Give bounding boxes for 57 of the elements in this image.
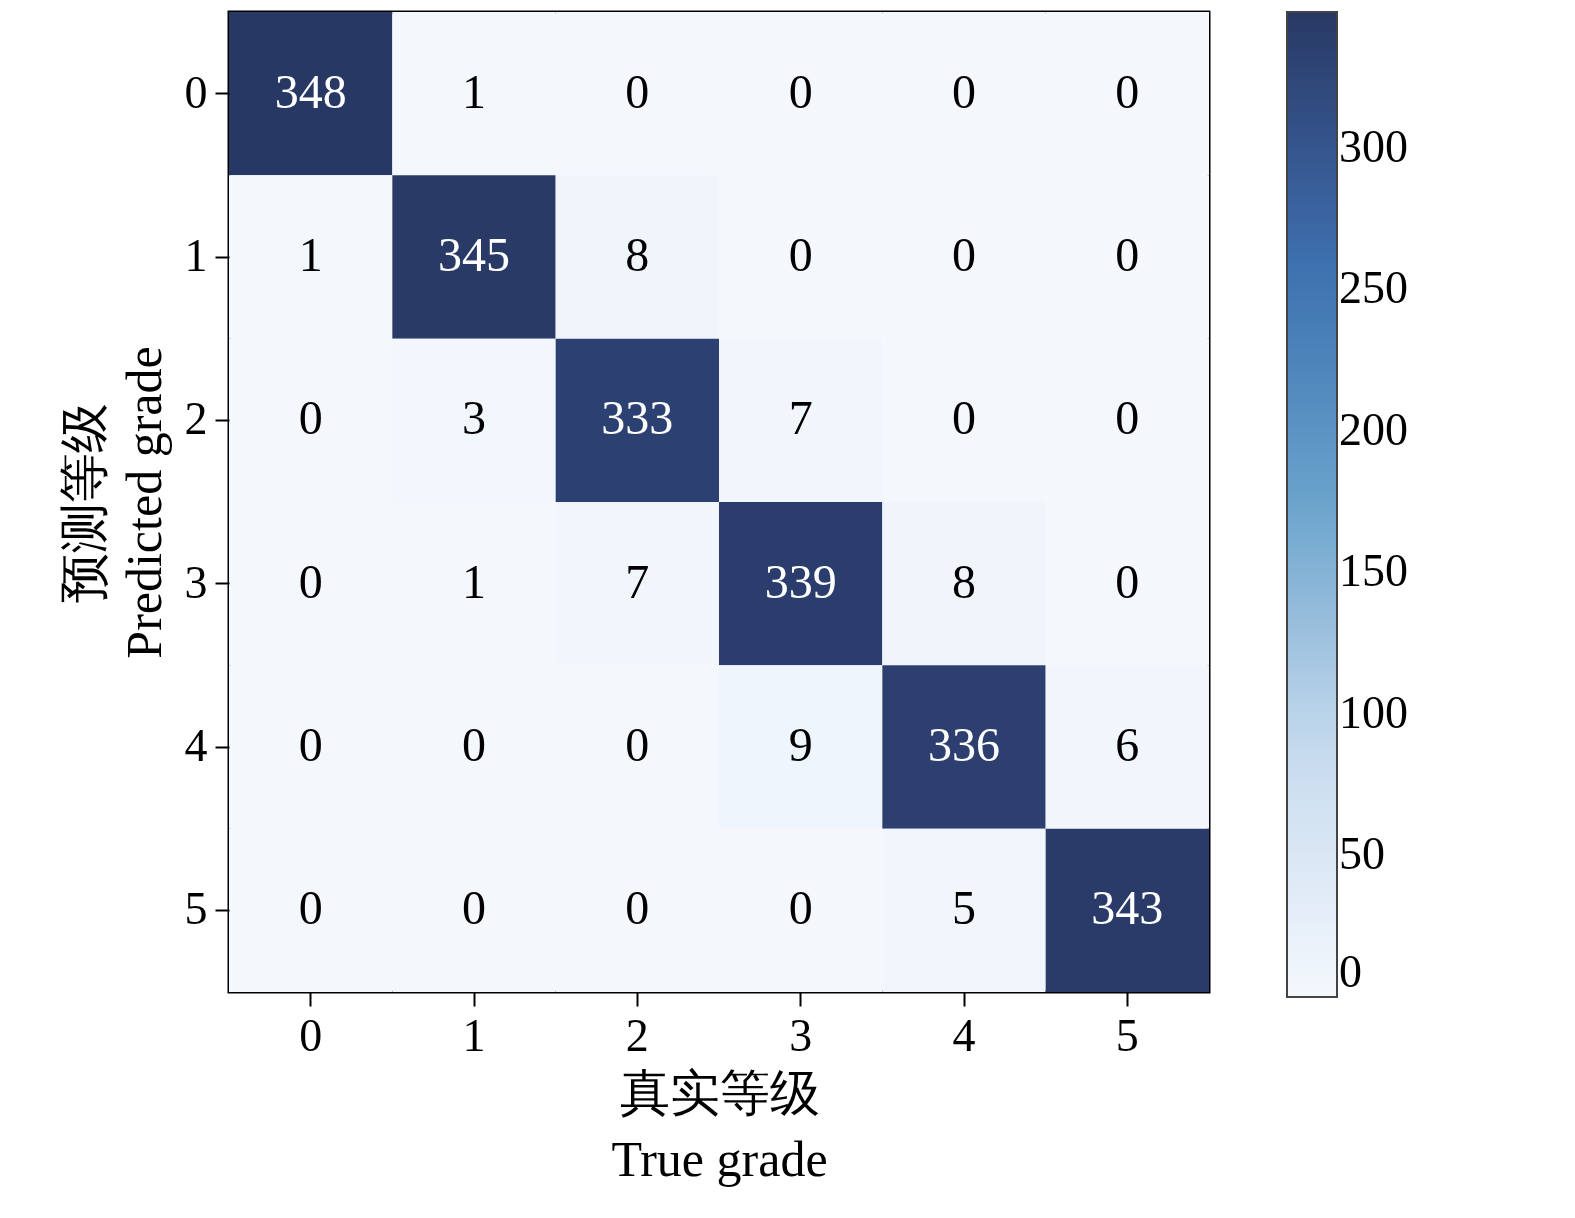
color-bar-label: 0 [1339, 946, 1362, 997]
data-label: 0 [952, 228, 976, 281]
data-label: 0 [952, 391, 976, 445]
data-label: 0 [625, 718, 650, 771]
data-label: 333 [601, 391, 674, 445]
data-label: 1 [462, 554, 486, 608]
y-tick-label: 5 [184, 883, 208, 935]
data-label: 0 [298, 554, 323, 608]
data-label: 1 [298, 228, 323, 281]
y-tick-label: 0 [184, 66, 208, 118]
data-label: 6 [1115, 718, 1140, 771]
y-tick-label: 2 [184, 393, 208, 445]
data-label: 3 [462, 391, 486, 445]
data-label: 0 [788, 228, 813, 281]
x-tick-label: 3 [789, 1009, 813, 1061]
data-label: 348 [274, 64, 347, 118]
data-label: 9 [788, 718, 813, 771]
data-label: 0 [462, 881, 486, 935]
data-label: 0 [788, 64, 813, 118]
x-tick-label: 4 [952, 1009, 976, 1061]
data-label: 0 [625, 64, 650, 118]
data-label: 0 [952, 64, 976, 118]
data-label: 0 [1115, 554, 1140, 608]
y-tick-label: 4 [184, 720, 208, 771]
data-label: 1 [462, 64, 486, 118]
data-label: 0 [788, 881, 813, 935]
x-tick-label: 5 [1115, 1009, 1139, 1061]
data-label: 0 [1115, 391, 1140, 445]
data-label: 0 [298, 718, 323, 771]
data-label: 339 [764, 554, 837, 608]
y-axis-title: 预测等级 Predicted grade [55, 346, 172, 659]
x-axis-title: 真实等级 True grade [611, 1064, 828, 1187]
data-label: 7 [788, 391, 813, 445]
data-label: 8 [625, 228, 650, 281]
data-label: 0 [462, 718, 486, 771]
x-tick-label: 2 [625, 1009, 649, 1061]
data-label: 0 [1115, 228, 1140, 281]
color-bar-label: 50 [1339, 828, 1385, 880]
data-label: 0 [1115, 64, 1140, 118]
color-bar-label: 300 [1339, 120, 1408, 172]
color-bar-label: 150 [1339, 545, 1408, 597]
x-tick-label: 0 [299, 1009, 323, 1061]
data-label: 0 [298, 881, 323, 935]
data-label: 345 [438, 228, 510, 281]
y-tick-label: 3 [184, 556, 208, 608]
data-label: 0 [298, 391, 323, 445]
data-label: 0 [625, 881, 650, 935]
color-bar-label: 200 [1339, 403, 1408, 455]
data-label: 343 [1091, 881, 1164, 935]
y-tick-label: 1 [184, 230, 208, 281]
x-tick-label: 1 [462, 1009, 486, 1061]
data-label: 336 [928, 718, 1000, 771]
data-label: 5 [952, 881, 976, 935]
color-bar-label: 100 [1339, 686, 1408, 738]
data-label: 7 [625, 554, 650, 608]
data-label: 8 [952, 554, 976, 608]
color-bar-label: 250 [1339, 262, 1408, 314]
